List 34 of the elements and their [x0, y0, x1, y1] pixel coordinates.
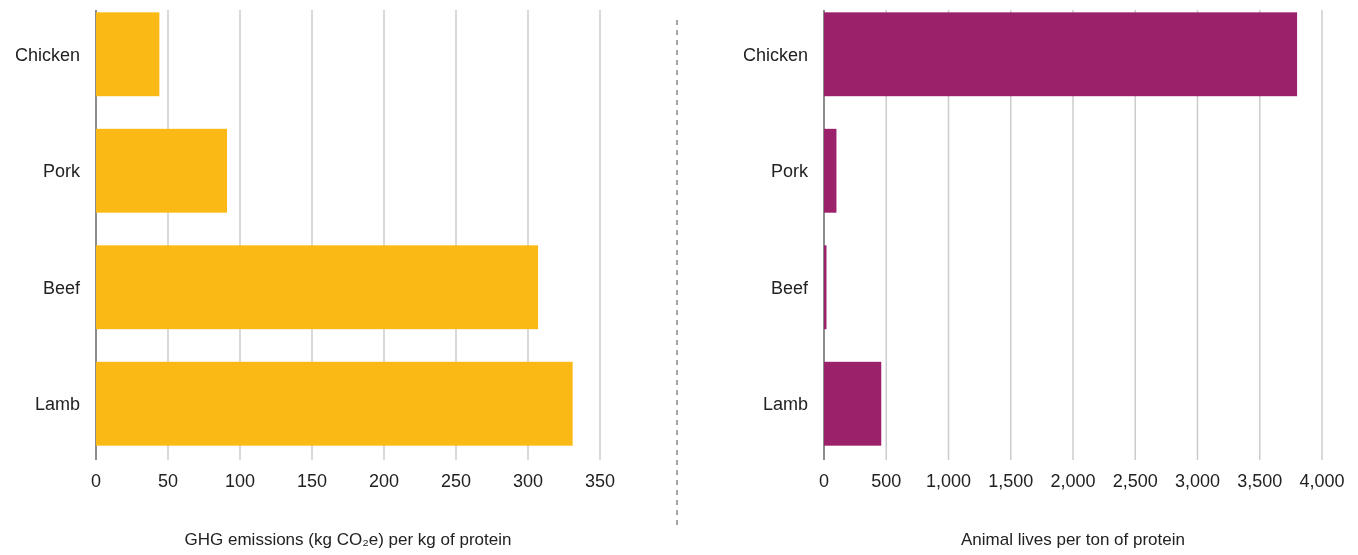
x-tick-label: 2,000: [1050, 471, 1096, 491]
x-tick-label: 1,500: [988, 471, 1034, 491]
y-tick-label: Pork: [42, 161, 81, 182]
bar: [96, 128, 228, 213]
x-axis-title: GHG emissions (kg CO₂e) per kg of protein: [184, 530, 512, 549]
x-tick-label: 3,500: [1237, 471, 1283, 491]
bar: [96, 361, 573, 446]
y-tick-label: Pork: [770, 161, 809, 182]
bar: [824, 361, 882, 446]
x-tick-label: 0: [90, 471, 102, 491]
x-tick-label: 150: [296, 471, 328, 491]
x-tick-label: 350: [584, 471, 616, 491]
bar: [824, 12, 1298, 97]
x-tick-label: 300: [512, 471, 544, 491]
x-tick-label: 4,000: [1299, 471, 1345, 491]
y-tick-label: Chicken: [742, 44, 808, 65]
y-tick-label: Beef: [770, 277, 809, 298]
x-tick-label: 0: [818, 471, 830, 491]
x-axis-title: Animal lives per ton of protein: [961, 530, 1185, 549]
y-tick-label: Chicken: [14, 44, 80, 65]
x-tick-label: 2,500: [1112, 471, 1158, 491]
x-tick-label: 100: [224, 471, 256, 491]
bar: [824, 128, 837, 213]
y-tick-label: Beef: [42, 277, 81, 298]
x-tick-label: 200: [368, 471, 400, 491]
bar: [96, 245, 539, 330]
x-tick-label: 3,000: [1174, 471, 1221, 491]
x-tick-label: 50: [157, 471, 179, 491]
x-tick-label: 1,000: [925, 471, 972, 491]
bar: [96, 12, 160, 97]
y-tick-label: Lamb: [34, 394, 80, 415]
x-tick-label: 250: [440, 471, 472, 491]
x-tick-label: 500: [871, 471, 902, 491]
y-tick-label: Lamb: [762, 394, 808, 415]
